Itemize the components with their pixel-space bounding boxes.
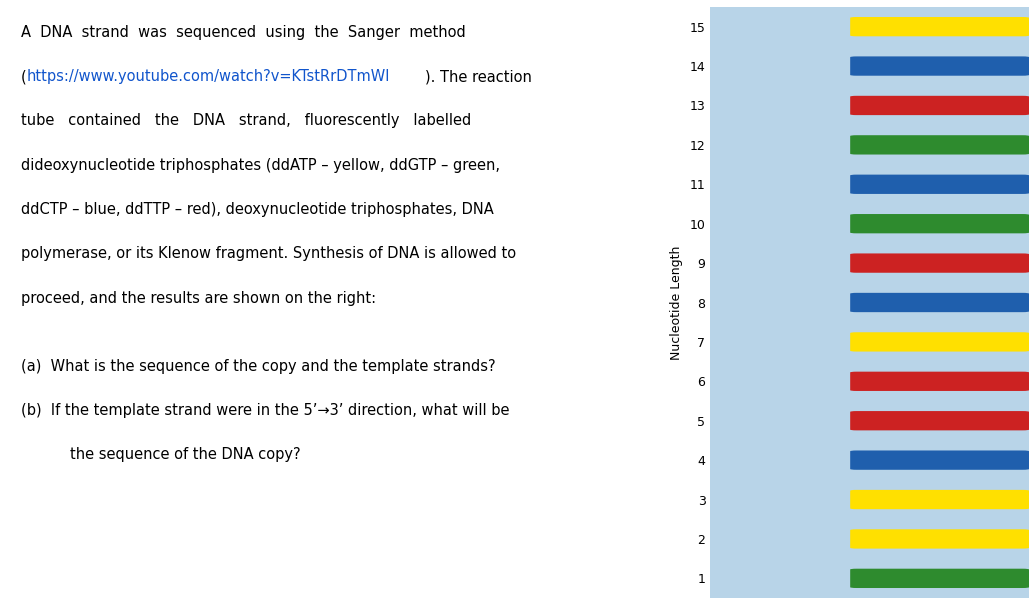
Text: (: ( [21, 69, 27, 84]
FancyBboxPatch shape [851, 569, 1029, 588]
Y-axis label: Nucleotide Length: Nucleotide Length [669, 245, 683, 360]
FancyBboxPatch shape [851, 96, 1029, 115]
FancyBboxPatch shape [851, 490, 1029, 509]
FancyBboxPatch shape [851, 371, 1029, 391]
FancyBboxPatch shape [851, 293, 1029, 312]
FancyBboxPatch shape [851, 332, 1029, 352]
Text: the sequence of the DNA copy?: the sequence of the DNA copy? [70, 447, 300, 462]
FancyBboxPatch shape [851, 529, 1029, 549]
Text: tube   contained   the   DNA   strand,   fluorescently   labelled: tube contained the DNA strand, fluoresce… [21, 113, 471, 128]
Text: https://www.youtube.com/watch?v=KTstRrDTmWI: https://www.youtube.com/watch?v=KTstRrDT… [27, 69, 391, 84]
Text: dideoxynucleotide triphosphates (ddATP – yellow, ddGTP – green,: dideoxynucleotide triphosphates (ddATP –… [21, 158, 500, 172]
FancyBboxPatch shape [851, 411, 1029, 430]
FancyBboxPatch shape [851, 451, 1029, 470]
Text: (b)  If the template strand were in the 5’→3’ direction, what will be: (b) If the template strand were in the 5… [21, 403, 510, 418]
FancyBboxPatch shape [851, 56, 1029, 76]
Text: ddCTP – blue, ddTTP – red), deoxynucleotide triphosphates, DNA: ddCTP – blue, ddTTP – red), deoxynucleot… [21, 202, 494, 217]
Text: (a)  What is the sequence of the copy and the template strands?: (a) What is the sequence of the copy and… [21, 359, 495, 374]
FancyBboxPatch shape [851, 17, 1029, 36]
FancyBboxPatch shape [851, 175, 1029, 194]
Text: ). The reaction: ). The reaction [425, 69, 531, 84]
FancyBboxPatch shape [851, 135, 1029, 154]
FancyBboxPatch shape [851, 253, 1029, 273]
Text: proceed, and the results are shown on the right:: proceed, and the results are shown on th… [21, 290, 376, 306]
FancyBboxPatch shape [851, 214, 1029, 234]
Text: polymerase, or its Klenow fragment. Synthesis of DNA is allowed to: polymerase, or its Klenow fragment. Synt… [21, 246, 516, 261]
Text: A  DNA  strand  was  sequenced  using  the  Sanger  method: A DNA strand was sequenced using the San… [21, 25, 466, 40]
